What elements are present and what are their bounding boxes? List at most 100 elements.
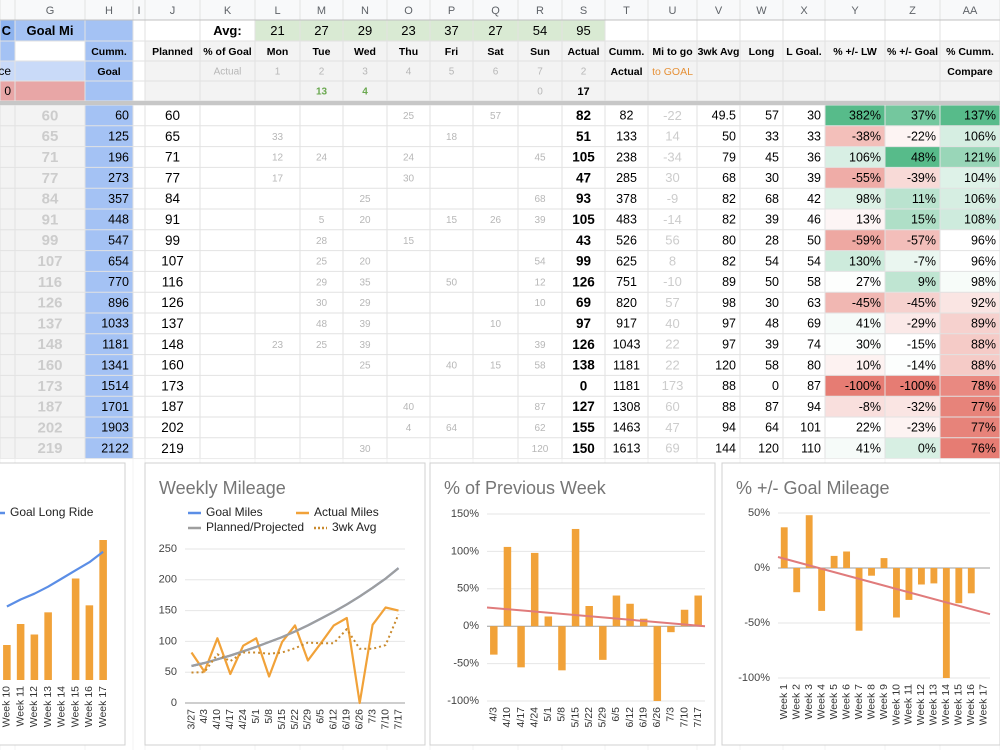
- bar: [99, 540, 107, 680]
- x-tick-label: Week 14: [56, 686, 68, 727]
- cell-text: 285: [616, 171, 637, 185]
- cell-text: 173: [37, 378, 62, 395]
- cell-text: 57: [665, 295, 679, 310]
- cell-text: 6: [493, 67, 499, 78]
- cell-text: 40: [446, 361, 458, 372]
- bar: [530, 552, 539, 627]
- cell-text: 99: [42, 232, 59, 249]
- cell: [940, 61, 1000, 81]
- cell-text: 3: [362, 67, 368, 78]
- bar: [793, 568, 801, 593]
- column-letter: AA: [963, 5, 978, 17]
- x-tick-label: Week 13: [42, 686, 54, 727]
- bar: [71, 578, 80, 680]
- cell-text: 22%: [856, 421, 881, 435]
- cell: [85, 146, 133, 168]
- trendline: [777, 556, 991, 616]
- cell-text: -59%: [852, 233, 881, 247]
- cell-text: 64: [765, 421, 779, 435]
- x-tick-label: 4/10: [501, 707, 513, 728]
- bar: [780, 527, 788, 568]
- x-tick-label: Week 16: [965, 684, 977, 725]
- cell: [885, 333, 940, 355]
- cell: [255, 81, 300, 101]
- x-tick-label: 5/22: [289, 709, 301, 730]
- cell-text: Planned: [152, 46, 193, 58]
- cell-text: 219: [37, 440, 62, 457]
- cell-text: 30: [665, 170, 679, 185]
- cell-text: 273: [108, 171, 129, 185]
- cell: [940, 229, 1000, 251]
- cell: [825, 105, 885, 126]
- cell: [0, 250, 15, 272]
- cell: [473, 81, 518, 101]
- cell: [940, 250, 1000, 272]
- cell: [0, 188, 15, 209]
- cell-text: Actual: [610, 66, 642, 78]
- x-tick-label: Week 10: [1, 686, 13, 727]
- cell: [825, 271, 885, 293]
- x-tick-label: 7/10: [678, 707, 690, 728]
- column-letter: G: [46, 5, 55, 17]
- cell: [885, 396, 940, 417]
- x-tick-label: 7/17: [392, 709, 404, 730]
- cell: [85, 271, 133, 293]
- cell-text: 30: [765, 171, 779, 185]
- cell: [825, 375, 885, 397]
- cell: [15, 81, 85, 101]
- x-tick-label: 4/10: [211, 709, 223, 730]
- cell: [15, 146, 85, 168]
- cell-text: 62: [534, 423, 546, 434]
- cell-text: 238: [616, 150, 637, 164]
- legend-label: Actual Miles: [314, 505, 379, 519]
- cell-text: -32%: [907, 400, 936, 414]
- column-letter: X: [800, 5, 808, 17]
- x-tick-label: Week 17: [978, 684, 990, 725]
- cell: [430, 41, 473, 61]
- cell: [15, 375, 85, 397]
- cell: [885, 292, 940, 313]
- cell-text: 126: [572, 274, 595, 289]
- cell-text: 69: [576, 295, 591, 310]
- column-letter: Y: [851, 5, 859, 17]
- y-tick-label: 150%: [451, 508, 479, 520]
- cell-text: 24: [316, 153, 328, 164]
- cell: [15, 61, 85, 81]
- cell-text: 50: [446, 277, 458, 288]
- cell: [825, 209, 885, 230]
- x-tick-label: 3/27: [185, 709, 197, 730]
- cell-text: 7: [537, 67, 543, 78]
- cell-text: 74: [807, 337, 821, 351]
- bar: [680, 609, 689, 627]
- cell: [940, 396, 1000, 417]
- column-letter: H: [105, 5, 113, 17]
- cell: [0, 20, 15, 41]
- cell: [85, 333, 133, 355]
- cell: [0, 437, 15, 459]
- cell-text: 10: [490, 319, 502, 330]
- cell: [15, 105, 85, 126]
- x-tick-label: Week 12: [28, 686, 40, 727]
- y-tick-label: 250: [159, 543, 177, 555]
- cell: [740, 81, 783, 101]
- bar: [905, 568, 913, 600]
- cell-text: 50: [765, 275, 779, 289]
- cell-text: 8: [669, 253, 676, 268]
- cell-text: 137: [161, 316, 184, 331]
- cell-text: -39%: [907, 171, 936, 185]
- column-letter: M: [317, 5, 326, 17]
- cell: [518, 41, 562, 61]
- cell-text: 76%: [971, 441, 996, 455]
- cell-text: Goal: [97, 66, 120, 78]
- cell: [0, 292, 15, 313]
- x-tick-label: 6/26: [353, 709, 365, 730]
- column-header-bar: [0, 0, 1000, 20]
- cell-text: 1: [275, 67, 281, 78]
- cell-text: -23%: [907, 421, 936, 435]
- cell-text: 24: [403, 153, 415, 164]
- cell-text: Sat: [487, 46, 504, 58]
- x-tick-label: 6/12: [328, 709, 340, 730]
- bar: [44, 612, 52, 680]
- x-tick-label: Week 8: [865, 684, 877, 720]
- cell-text: 751: [616, 275, 637, 289]
